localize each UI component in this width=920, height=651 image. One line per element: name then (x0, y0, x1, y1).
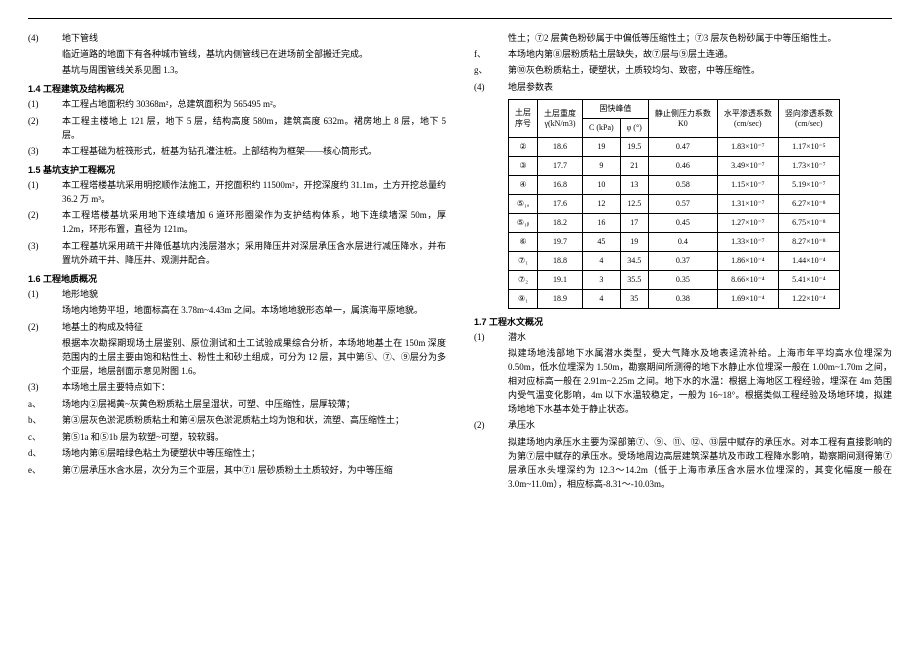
item-num: (2) (474, 419, 508, 433)
body-text: 性土；⑦2 层黄色粉砂属于中偏低等压缩性土；⑦3 层灰色粉砂属于中等压缩性土。 (508, 32, 892, 46)
body-text: 场地内地势平坦，地面标高在 3.78m~4.43m 之间。本场地地貌形态单一，属… (62, 304, 446, 318)
item-title: 地层参数表 (508, 81, 892, 95)
body-text: 本工程基础为桩筏形式，桩基为钻孔灌注桩。上部结构为框架——核心筒形式。 (62, 145, 446, 159)
right-column: 性土；⑦2 层黄色粉砂属于中偏低等压缩性土；⑦3 层灰色粉砂属于中等压缩性土。 … (474, 29, 892, 494)
section-heading: 1.4 工程建筑及结构概况 (28, 82, 446, 95)
letter: b、 (28, 414, 62, 428)
body-text: 本场地内第⑧层粉质粘土层缺失，故⑦层与⑨层土连通。 (508, 48, 892, 62)
stratum-table: 土层序号 土层重度γ(kN/m3) 固快峰值 静止侧压力系数K0 水平渗透系数(… (508, 99, 840, 309)
letter: a、 (28, 398, 62, 412)
table-row: ②18.61919.50.471.83×10⁻⁷1.17×10⁻⁵ (509, 137, 840, 156)
body-text: 第⑩灰色粉质粘土，硬塑状，土质较均匀、致密，中等压缩性。 (508, 64, 892, 78)
item-title: 潜水 (508, 331, 892, 345)
item-title: 本场地土层主要特点如下： (62, 381, 446, 395)
letter: f、 (474, 48, 508, 62)
table-row: ⑤₁ₐ17.61212.50.571.31×10⁻⁷6.27×10⁻⁸ (509, 194, 840, 213)
body-text: 本工程基坑采用疏干井降低基坑内浅层潜水；采用降压井对深层承压含水层进行减压降水，… (62, 240, 446, 268)
item-title: 承压水 (508, 419, 892, 433)
body-text: 拟建场地内承压水主要为深部第⑦、⑨、⑪、⑫、⑬层中赋存的承压水。对本工程有直接影… (508, 436, 892, 492)
body-text: 基坑与周围管线关系见图 1.3。 (62, 64, 446, 78)
item-num: (1) (28, 98, 62, 112)
item-num: (3) (28, 381, 62, 395)
table-row: ⑦₂19.1335.50.358.66×10⁻⁴5.41×10⁻⁴ (509, 270, 840, 289)
table-row: ④16.810130.581.15×10⁻⁷5.19×10⁻⁷ (509, 175, 840, 194)
body-text: 第⑤1a 和⑤1b 层为软塑~可塑，较软弱。 (62, 431, 446, 445)
item-num: (1) (474, 331, 508, 345)
body-text: 本工程主楼地上 121 层，地下 5 层，结构高度 580m，建筑高度 632m… (62, 115, 446, 143)
body-text: 拟建场地浅部地下水属潜水类型，受大气降水及地表迳流补给。上海市年平均高水位埋深为… (508, 347, 892, 417)
item-title: 地基土的构成及特征 (62, 321, 446, 335)
item-num: (2) (28, 115, 62, 143)
letter: g、 (474, 64, 508, 78)
body-text: 根据本次勘探期现场土层鉴别、原位测试和土工试验成果综合分析，本场地地基土在 15… (62, 337, 446, 379)
section-heading: 1.7 工程水文概况 (474, 315, 892, 328)
body-text: 场地内②层褐黄~灰黄色粉质粘土层呈湿状，可塑、中压缩性，层厚较薄； (62, 398, 446, 412)
item-title: 地下管线 (62, 32, 446, 46)
item-num: (1) (28, 179, 62, 207)
table-row: ⑥19.745190.41.33×10⁻⁷8.27×10⁻⁸ (509, 232, 840, 251)
letter: c、 (28, 431, 62, 445)
body-text: 第⑦层承压水含水层，次分为三个亚层，其中⑦1 层砂质粉土土质较好，为中等压缩 (62, 464, 446, 478)
letter: d、 (28, 447, 62, 461)
item-title: 地形地貌 (62, 288, 446, 302)
table-row: ⑨₁18.94350.381.69×10⁻⁴1.22×10⁻⁴ (509, 289, 840, 308)
letter: e、 (28, 464, 62, 478)
body-text: 本工程塔楼基坑采用地下连续墙加 6 道环形圈梁作为支护结构体系，地下连续墙深 5… (62, 209, 446, 237)
body-text: 本工程占地面积约 30368m²，总建筑面积为 565495 m²。 (62, 98, 446, 112)
body-text: 场地内第⑥层暗绿色粘土为硬塑状中等压缩性土； (62, 447, 446, 461)
item-num: (3) (28, 240, 62, 268)
item-num: (2) (28, 321, 62, 335)
section-heading: 1.5 基坑支护工程概况 (28, 163, 446, 176)
item-num: (4) (28, 32, 62, 46)
table-row: ③17.79210.463.49×10⁻⁷1.73×10⁻⁷ (509, 156, 840, 175)
item-num: (2) (28, 209, 62, 237)
section-heading: 1.6 工程地质概况 (28, 272, 446, 285)
table-row: ⑤₁ᵦ18.216170.451.27×10⁻⁷6.75×10⁻⁸ (509, 213, 840, 232)
item-num: (1) (28, 288, 62, 302)
item-num: (4) (474, 81, 508, 95)
body-text: 本工程塔楼基坑采用明挖顺作法施工，开挖面积约 11500m²，开挖深度约 31.… (62, 179, 446, 207)
body-text: 临近道路的地面下有各种城市管线，基坑内侧管线已在进场前全部搬迁完成。 (62, 48, 446, 62)
item-num: (3) (28, 145, 62, 159)
left-column: (4)地下管线 临近道路的地面下有各种城市管线，基坑内侧管线已在进场前全部搬迁完… (28, 29, 446, 494)
body-text: 第③层灰色淤泥质粉质粘土和第④层灰色淤泥质粘土均为饱和状，流塑、高压缩性土； (62, 414, 446, 428)
table-row: ⑦₁18.8434.50.371.86×10⁻⁴1.44×10⁻⁴ (509, 251, 840, 270)
